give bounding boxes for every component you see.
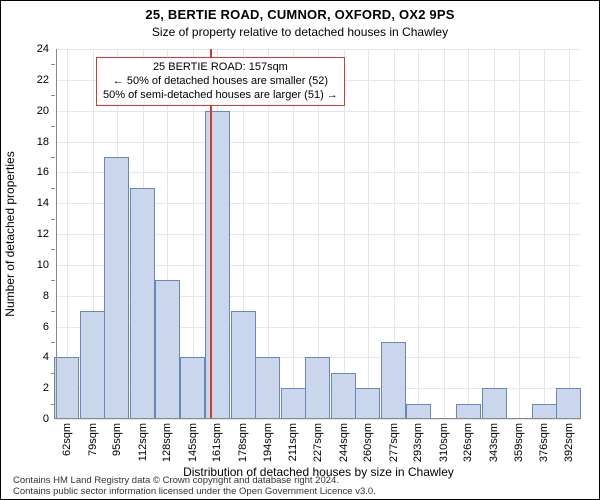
x-tick-label: 178sqm (237, 423, 249, 462)
y-tick-label: 22 (1, 74, 49, 86)
y-tick-label: 12 (1, 228, 49, 240)
y-tick-label: 16 (1, 166, 49, 178)
y-tick-label: 6 (1, 321, 49, 333)
histogram-bar (104, 157, 129, 419)
chart-title: 25, BERTIE ROAD, CUMNOR, OXFORD, OX2 9PS (1, 7, 599, 22)
histogram-bar (80, 311, 105, 419)
histogram-bar (406, 404, 431, 419)
y-tick-label: 2 (1, 382, 49, 394)
histogram-bar (54, 357, 79, 419)
x-tick-label: 79sqm (87, 423, 99, 456)
y-minor-tick (51, 157, 55, 158)
histogram-bar (355, 388, 380, 419)
y-tick-label: 10 (1, 259, 49, 271)
x-tick-label: 343sqm (488, 423, 500, 462)
y-tick-labels: 024681012141618202224 (1, 49, 51, 419)
x-tick-label: 62sqm (61, 423, 73, 456)
histogram-bar (205, 111, 230, 419)
y-minor-tick (51, 342, 55, 343)
callout-line-1: 25 BERTIE ROAD: 157sqm (103, 61, 338, 75)
plot-area: 25 BERTIE ROAD: 157sqm ← 50% of detached… (56, 49, 581, 419)
y-tick-label: 4 (1, 351, 49, 363)
y-minor-tick (51, 188, 55, 189)
histogram-bar (231, 311, 256, 419)
histogram-bar (482, 388, 507, 419)
x-tick-label: 260sqm (362, 423, 374, 462)
x-tick-labels: 62sqm 79sqm 95sqm 112sqm 128sqm 145sqm 161sqm 1… (56, 419, 581, 467)
attribution-line-1: Contains HM Land Registry data © Crown c… (13, 476, 376, 486)
gridline-h (56, 142, 581, 143)
callout-line-2: ← 50% of detached houses are smaller (52… (103, 75, 338, 89)
y-minor-tick (51, 64, 55, 65)
histogram-bar (155, 280, 180, 419)
y-tick-label: 20 (1, 105, 49, 117)
y-minor-tick (51, 219, 55, 220)
y-minor-tick (51, 311, 55, 312)
x-tick-label: 211sqm (287, 423, 299, 461)
x-tick-label: 293sqm (412, 423, 424, 462)
histogram-bar (281, 388, 306, 419)
y-tick-label: 0 (1, 413, 49, 425)
x-tick-label: 244sqm (338, 423, 350, 462)
y-minor-tick (51, 249, 55, 250)
chart-subtitle: Size of property relative to detached ho… (1, 25, 599, 39)
x-tick-label: 227sqm (312, 423, 324, 462)
x-tick-label: 112sqm (137, 423, 149, 461)
x-tick-label: 359sqm (513, 423, 525, 462)
marker-callout: 25 BERTIE ROAD: 157sqm ← 50% of detached… (96, 57, 345, 106)
histogram-bar (381, 342, 406, 419)
x-tick-label: 392sqm (563, 423, 575, 462)
histogram-bar (255, 357, 280, 419)
histogram-bar (180, 357, 205, 419)
chart-container: 25, BERTIE ROAD, CUMNOR, OXFORD, OX2 9PS… (0, 0, 600, 500)
x-tick-label: 145sqm (187, 423, 199, 462)
x-tick-label: 161sqm (211, 423, 223, 462)
x-tick-label: 194sqm (262, 423, 274, 462)
histogram-bar (331, 373, 356, 419)
y-tick-label: 8 (1, 290, 49, 302)
x-tick-label: 277sqm (388, 423, 400, 462)
gridline-h (56, 49, 581, 50)
attribution: Contains HM Land Registry data © Crown c… (13, 476, 376, 497)
x-tick-label: 128sqm (161, 423, 173, 462)
y-tick-label: 24 (1, 43, 49, 55)
histogram-bar (305, 357, 330, 419)
x-tick-label: 310sqm (438, 423, 450, 462)
gridline-h (56, 111, 581, 112)
callout-line-3: 50% of semi-detached houses are larger (… (103, 89, 338, 103)
y-minor-tick (51, 95, 55, 96)
x-tick-label: 95sqm (111, 423, 123, 456)
gridline-h (56, 172, 581, 173)
y-axis-line (56, 49, 57, 419)
histogram-bar (130, 188, 155, 419)
y-minor-tick (51, 280, 55, 281)
x-tick-label: 376sqm (538, 423, 550, 462)
histogram-bar (556, 388, 581, 419)
y-minor-tick (51, 126, 55, 127)
histogram-bar (532, 404, 557, 419)
y-tick-label: 14 (1, 197, 49, 209)
attribution-line-2: Contains public sector information licen… (13, 487, 376, 497)
x-tick-label: 326sqm (462, 423, 474, 462)
y-tick-label: 18 (1, 136, 49, 148)
histogram-bar (456, 404, 481, 419)
